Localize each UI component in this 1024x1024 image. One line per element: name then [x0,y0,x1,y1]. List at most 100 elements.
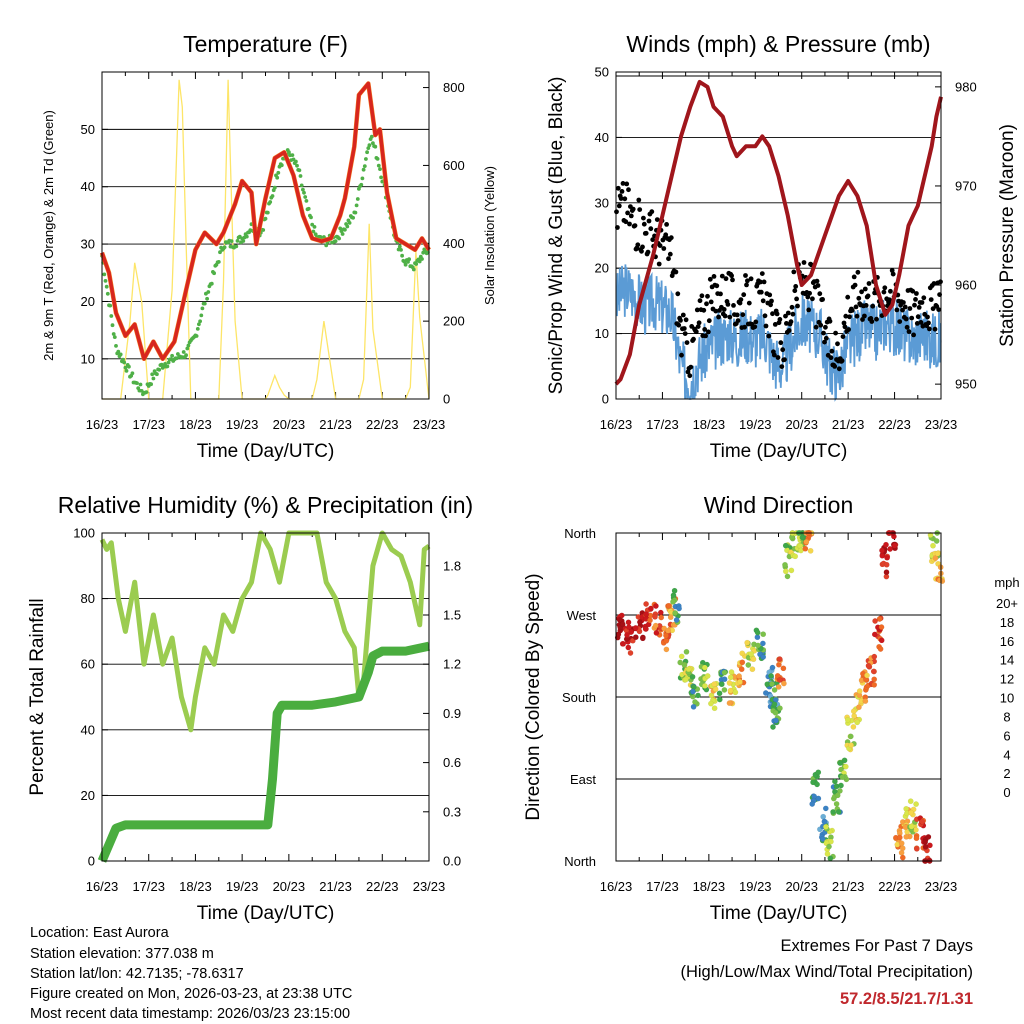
gust-point [815,283,821,288]
direction-point [736,673,742,679]
direction-point [919,818,926,825]
dewpoint-point [310,222,315,227]
direction-point [832,778,838,785]
direction-point [932,555,939,561]
x-tick-label: 19/23 [226,879,259,894]
direction-point [690,688,696,695]
direction-point [780,665,787,672]
gust-point [777,317,783,322]
direction-point [870,668,877,675]
y-tick-label: West [567,608,597,623]
direction-point [673,617,680,623]
dewpoint-point [185,346,190,351]
dewpoint-point [276,170,281,175]
direction-point [792,553,799,560]
direction-point [883,541,889,548]
dewpoint-point [103,279,108,283]
direction-point [701,664,708,671]
direction-point [676,605,682,612]
gust-point [694,307,700,313]
dewpoint-point [397,244,402,249]
dewpoint-point [104,284,109,289]
dewpoint-point [400,253,404,258]
direction-point [727,687,734,694]
x-tick-label: 17/23 [646,879,679,894]
direction-point [850,708,857,715]
gust-point [704,301,709,307]
gust-point [910,288,916,294]
direction-point [727,674,734,681]
dewpoint-point [303,195,308,199]
y-tick-label: 30 [81,237,95,252]
dewpoint-point [312,225,317,229]
direction-point [628,628,635,635]
x-tick-label: 16/23 [600,879,633,894]
dewpoint-point [304,199,309,203]
dewpoint-point [287,150,291,155]
direction-point [737,678,743,685]
direction-point [666,602,672,609]
x-tick-label: 22/23 [366,417,399,432]
dewpoint-point [367,143,372,148]
series-wind [615,264,942,402]
direction-point [616,617,623,623]
direction-point [690,703,697,710]
gust-point [654,217,660,223]
plot-border [101,71,430,400]
direction-point [773,717,779,724]
gust-point [794,296,799,302]
gust-point [914,321,920,326]
dewpoint-point [241,239,246,243]
gust-point [646,218,652,224]
x-tick-label: 21/23 [319,879,352,894]
gust-point [936,307,942,312]
gust-point [913,297,918,302]
direction-point [865,662,872,669]
gust-point [786,328,792,333]
dewpoint-point [197,322,201,327]
dewpoint-point [116,349,121,354]
direction-point [716,690,723,697]
gust-point [691,336,696,342]
gust-point [852,282,858,288]
plot-border [101,532,430,862]
gust-point [814,278,820,284]
x-axis-label: Time (Day/UTC) [197,441,335,462]
direction-point [776,677,783,683]
gust-point [859,289,864,295]
dewpoint-point [268,200,273,204]
direction-point [930,542,936,549]
y-tick-label: 0 [88,854,95,869]
gust-point [668,235,674,241]
gust-point [862,286,868,292]
gust-point [623,219,629,225]
gust-point [854,313,860,319]
gust-point [645,249,651,255]
direction-point [871,653,878,660]
gust-point [632,223,638,229]
dewpoint-point [399,248,403,252]
direction-point [772,709,779,716]
gust-point [778,340,784,346]
direction-point [745,662,752,668]
dewpoint-point [151,376,156,381]
direction-point [898,840,905,847]
gust-point [931,281,937,286]
direction-point [776,656,783,662]
panel-title: Temperature (F) [183,31,348,57]
gust-point [795,303,800,309]
direction-point [663,637,670,644]
gust-point [894,307,900,313]
x-axis-label: Time (Day/UTC) [710,441,848,462]
dewpoint-point [366,146,371,151]
direction-point [784,573,791,580]
gust-point [916,305,922,310]
gust-point [805,294,811,300]
direction-point [819,836,826,842]
gust-point [897,319,903,324]
gust-point [912,302,917,308]
dewpoint-point [364,157,368,161]
dewpoint-point [105,291,110,296]
y-tick-label: 40 [81,722,95,737]
colorbar-label: 12 [1000,672,1014,687]
